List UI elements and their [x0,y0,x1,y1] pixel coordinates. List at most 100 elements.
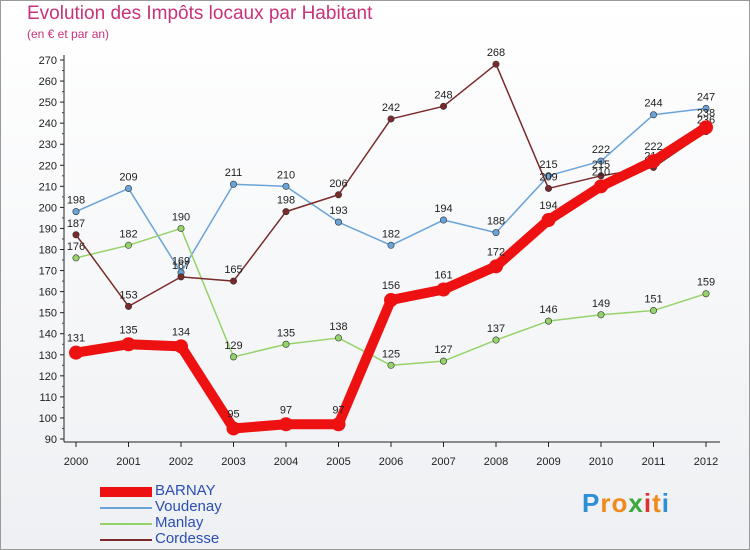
brand-letter: t [652,488,662,518]
data-label-voudenay: 210 [277,169,295,181]
data-point-voudenay [230,180,238,188]
data-label-cordesse: 198 [277,195,295,207]
data-label-voudenay: 222 [592,144,610,156]
data-point-manlay [230,353,238,361]
data-label-barnay: 97 [280,404,292,416]
data-point-voudenay [649,111,657,119]
data-label-barnay: 95 [227,408,239,420]
data-point-manlay [282,340,290,348]
data-label-voudenay: 244 [644,98,662,110]
y-tick-label: 230 [39,139,57,151]
brand-letter: P [582,488,601,518]
data-point-barnay [436,282,451,297]
data-point-barnay [541,213,556,228]
data-point-voudenay [334,218,342,226]
brand-letter: o [611,488,629,518]
y-tick-label: 200 [39,202,57,214]
data-label-manlay: 149 [592,298,610,310]
data-point-barnay [174,339,188,354]
data-label-manlay: 137 [487,323,505,335]
data-label-manlay: 146 [539,304,557,316]
data-label-manlay: 151 [644,294,662,306]
data-point-cordesse [72,231,80,239]
brand-letter: i [643,488,653,518]
data-label-barnay: 172 [487,246,505,258]
y-tick-label: 110 [39,392,57,404]
legend-label: Manlay [155,514,204,531]
data-label-barnay: 131 [67,333,85,345]
y-tick-label: 220 [39,160,57,172]
data-point-voudenay [72,208,80,216]
data-point-manlay [544,317,552,325]
data-point-barnay [489,259,503,274]
data-label-barnay: 134 [172,326,190,338]
y-tick-label: 250 [39,97,57,109]
x-tick-label: 2002 [169,456,193,468]
y-tick-label: 170 [39,266,57,278]
data-point-voudenay [544,172,552,180]
data-label-barnay: 161 [434,270,452,282]
data-label-manlay: 135 [277,327,295,339]
data-label-cordesse: 165 [224,264,242,276]
data-point-cordesse [544,184,552,192]
data-label-manlay: 138 [329,321,347,333]
data-label-cordesse: 153 [119,289,137,301]
x-tick-label: 2000 [64,456,88,468]
data-point-barnay [69,345,83,360]
data-label-voudenay: 247 [697,91,715,103]
data-label-cordesse: 187 [67,218,85,230]
brand-letter: r [600,488,612,518]
x-tick-label: 2001 [116,456,140,468]
data-point-barnay [279,417,293,432]
y-tick-label: 240 [39,118,57,130]
data-point-voudenay [702,104,710,112]
data-point-cordesse [177,273,185,281]
data-label-cordesse: 268 [487,47,505,59]
y-tick-label: 180 [39,245,57,257]
data-label-manlay: 190 [172,211,190,223]
data-point-manlay [387,361,395,369]
data-label-voudenay: 194 [434,203,452,215]
data-point-cordesse [387,115,395,123]
data-label-barnay: 135 [119,324,137,336]
data-point-cordesse [492,60,500,68]
data-point-barnay [384,293,398,308]
y-tick-label: 160 [39,287,57,299]
brand-letter: i [661,488,670,518]
data-label-manlay: 129 [224,340,242,352]
data-point-manlay [702,290,710,298]
x-tick-label: 2003 [221,456,245,468]
legend-label: Cordesse [155,530,220,547]
x-tick-label: 2007 [431,456,455,468]
chart-subtitle: (en € et par an) [27,27,110,41]
legend-swatch [100,539,152,541]
legend-swatch [100,523,152,525]
x-tick-label: 2004 [274,456,298,468]
data-point-voudenay [492,229,500,237]
data-point-barnay [121,337,136,352]
data-point-cordesse [230,277,238,285]
data-point-manlay [439,357,447,365]
data-point-barnay [646,154,661,169]
data-point-voudenay [125,184,133,192]
data-point-manlay [492,336,500,344]
data-point-voudenay [282,182,290,190]
data-label-manlay: 176 [67,241,85,253]
y-tick-label: 270 [39,55,57,67]
chart-title: Evolution des Impôts locaux par Habitant [27,3,373,24]
x-tick-label: 2006 [379,456,403,468]
y-tick-label: 150 [39,308,57,320]
data-point-manlay [334,334,342,342]
data-point-barnay [331,417,346,432]
data-label-manlay: 125 [382,348,400,360]
data-label-barnay: 97 [332,404,344,416]
data-point-voudenay [439,216,447,224]
data-label-cordesse: 167 [172,260,190,272]
data-point-voudenay [387,241,395,249]
data-label-voudenay: 209 [119,171,137,183]
y-tick-label: 90 [45,434,57,446]
data-label-barnay: 194 [539,200,557,212]
data-label-voudenay: 182 [382,228,400,240]
